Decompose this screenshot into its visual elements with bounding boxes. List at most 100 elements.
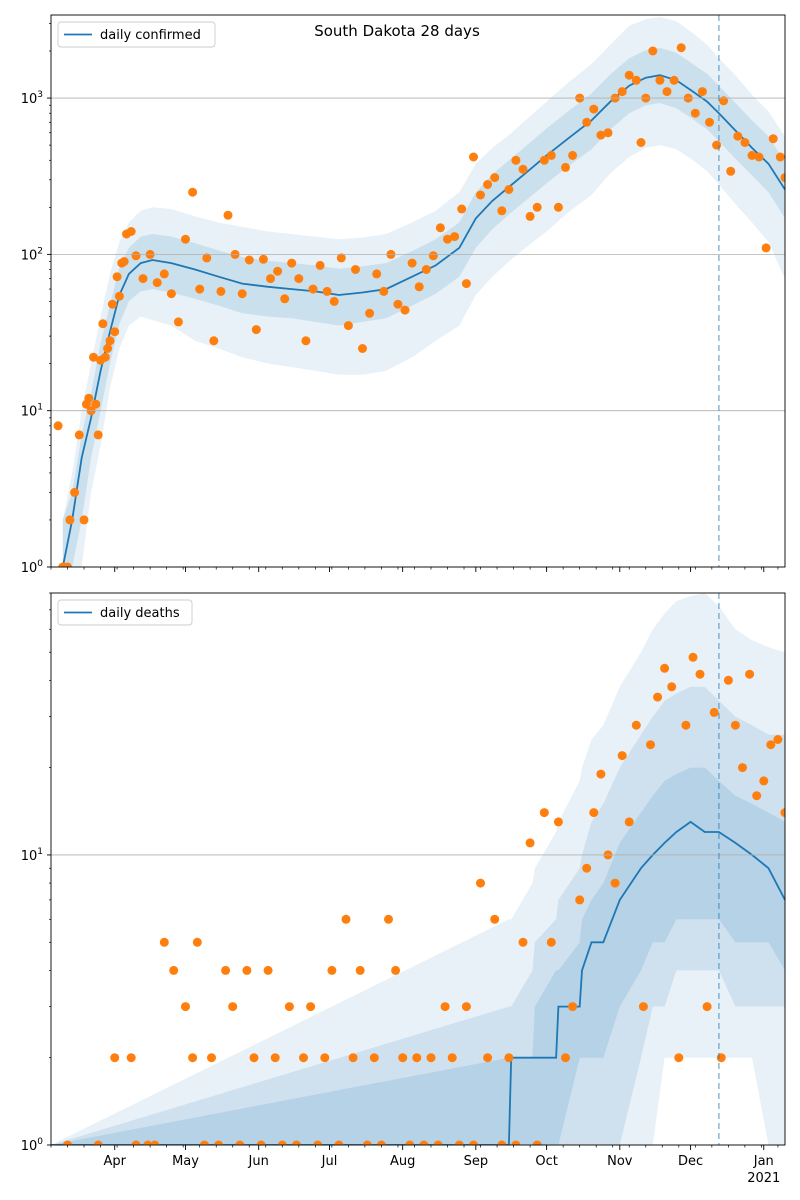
data-point <box>440 1002 450 1012</box>
data-point <box>98 319 108 329</box>
data-point <box>447 1053 457 1063</box>
data-point <box>561 162 570 172</box>
data-point <box>653 692 663 702</box>
data-point <box>631 75 641 85</box>
uncertainty-band-outer <box>62 17 785 567</box>
data-point <box>497 206 507 216</box>
data-point <box>662 87 672 97</box>
x-tick-label: Jun <box>248 1154 269 1169</box>
x-tick-label: May <box>172 1154 199 1169</box>
data-point <box>525 211 535 221</box>
data-point <box>589 808 599 818</box>
data-point <box>483 1053 493 1063</box>
data-point <box>221 965 231 975</box>
data-point <box>202 253 212 263</box>
data-point <box>511 1140 521 1145</box>
data-point <box>188 187 198 197</box>
data-point <box>192 937 202 947</box>
data-point <box>110 1053 120 1063</box>
data-point <box>730 720 740 730</box>
data-point <box>539 155 549 165</box>
data-point <box>697 87 707 97</box>
data-point <box>131 251 141 261</box>
data-point <box>235 1140 245 1145</box>
data-point <box>251 325 261 335</box>
data-point <box>775 152 785 162</box>
data-point <box>63 562 72 567</box>
data-point <box>759 776 769 786</box>
data-point <box>400 305 410 315</box>
data-point <box>660 663 670 673</box>
data-point <box>143 1140 153 1145</box>
data-point <box>126 227 136 236</box>
data-point <box>53 421 63 431</box>
data-point <box>93 430 103 440</box>
data-point <box>207 1053 216 1063</box>
data-point <box>91 399 101 409</box>
y-tick-base: 10 <box>21 561 38 576</box>
data-point <box>181 1002 190 1012</box>
data-point <box>688 652 698 662</box>
data-point <box>159 269 169 279</box>
data-point <box>169 965 179 975</box>
data-point <box>568 150 578 160</box>
data-point <box>195 284 205 294</box>
data-point <box>450 232 460 242</box>
data-point <box>539 808 549 818</box>
data-point <box>702 1002 712 1012</box>
data-point <box>407 258 417 268</box>
data-point <box>490 173 500 183</box>
data-point <box>369 1053 379 1063</box>
data-point <box>110 327 120 337</box>
data-point <box>709 707 719 717</box>
x-tick-label: Apr <box>103 1154 126 1169</box>
data-point <box>74 430 84 440</box>
y-tick-base: 10 <box>21 849 38 864</box>
data-point <box>596 769 606 779</box>
data-point <box>152 278 162 288</box>
axes-frame <box>50 14 786 568</box>
median-line <box>51 820 785 1145</box>
data-point <box>355 965 365 975</box>
data-point <box>624 70 634 80</box>
data-point <box>582 117 592 127</box>
data-point <box>419 1140 429 1145</box>
y-tick-label: 103 <box>21 90 43 107</box>
data-point <box>209 336 219 346</box>
data-point <box>596 130 606 140</box>
chart-title: South Dakota 28 days <box>314 22 480 40</box>
data-point <box>65 515 75 525</box>
data-point <box>624 817 634 827</box>
data-point <box>504 1053 514 1063</box>
data-point <box>773 735 783 744</box>
data-point <box>589 104 599 114</box>
legend-box <box>57 21 216 48</box>
data-point <box>738 763 747 773</box>
data-point <box>320 1053 330 1063</box>
data-point <box>412 1053 422 1063</box>
data-point <box>173 317 183 327</box>
data-point <box>705 117 714 127</box>
data-point <box>89 352 98 362</box>
data-point <box>667 682 677 692</box>
data-point <box>358 344 367 353</box>
data-point <box>568 1002 578 1012</box>
data-point <box>726 166 736 176</box>
legend: daily confirmed <box>57 21 216 48</box>
data-point <box>263 965 273 975</box>
data-point <box>461 1002 471 1012</box>
data-point <box>138 274 148 284</box>
y-tick-label: 101 <box>21 847 43 864</box>
data-point <box>63 1140 72 1145</box>
data-point <box>745 669 755 679</box>
data-point <box>351 265 360 274</box>
data-point <box>457 204 467 214</box>
data-point <box>681 720 691 730</box>
y-tick-label: 102 <box>21 246 43 263</box>
data-point <box>435 223 445 233</box>
data-point <box>768 134 778 144</box>
data-point <box>690 108 700 118</box>
data-point <box>273 266 283 276</box>
